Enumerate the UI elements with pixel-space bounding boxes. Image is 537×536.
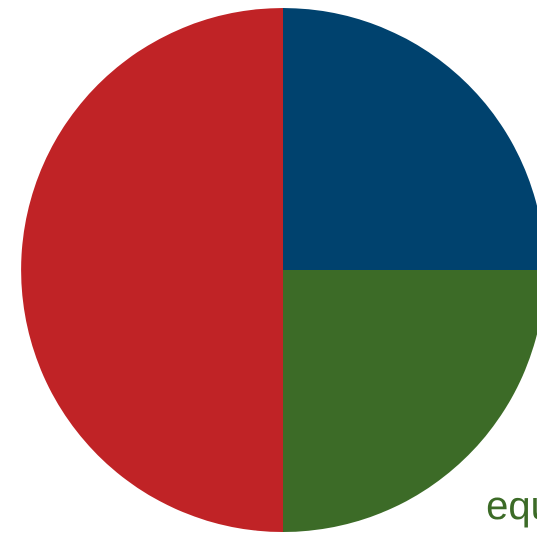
pie-slice-2 xyxy=(283,270,537,532)
pie-slice-1 xyxy=(283,8,537,270)
pie-labels: equi xyxy=(486,484,537,528)
pie-slice-3 xyxy=(21,8,283,532)
pie-slice-label-1: equi xyxy=(486,484,537,528)
pie-slices xyxy=(21,8,537,532)
